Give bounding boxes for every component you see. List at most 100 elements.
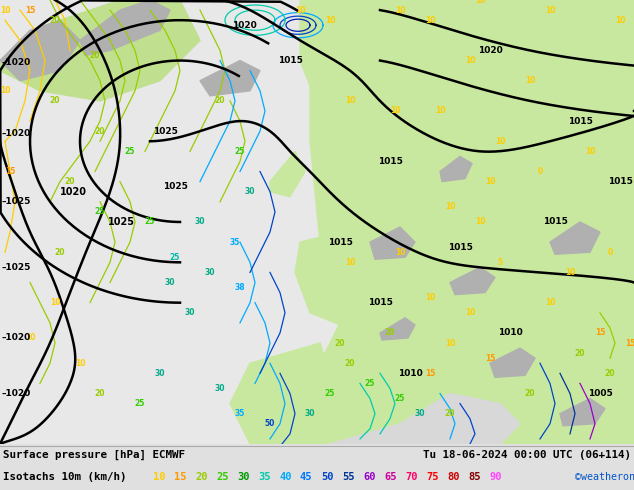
Text: 25: 25 [395, 394, 405, 403]
Text: 5: 5 [498, 258, 503, 267]
Text: 1025: 1025 [108, 217, 135, 227]
Text: 38: 38 [235, 283, 245, 292]
Text: –1020: –1020 [2, 389, 31, 398]
Text: 30: 30 [237, 472, 250, 482]
Text: 10: 10 [485, 177, 495, 186]
Text: 20: 20 [215, 97, 225, 105]
Text: 40: 40 [279, 472, 292, 482]
Polygon shape [0, 0, 200, 101]
Text: 50: 50 [265, 419, 275, 428]
Text: 25: 25 [235, 147, 245, 156]
Text: 20: 20 [55, 248, 65, 257]
Text: 20: 20 [94, 389, 105, 398]
Text: 0: 0 [607, 248, 612, 257]
Text: 25: 25 [216, 472, 228, 482]
Text: 15: 15 [5, 167, 15, 176]
Text: 20: 20 [335, 339, 346, 347]
Text: 1015: 1015 [278, 56, 302, 65]
Polygon shape [200, 61, 260, 96]
Polygon shape [295, 222, 420, 333]
Text: 10: 10 [615, 16, 625, 24]
Text: 10: 10 [495, 137, 505, 146]
Text: 10: 10 [0, 5, 10, 15]
Polygon shape [80, 0, 170, 55]
Text: 10: 10 [0, 86, 10, 96]
Text: 20: 20 [444, 409, 455, 418]
Text: 30: 30 [155, 369, 165, 378]
Text: 20: 20 [195, 472, 207, 482]
Text: 35: 35 [230, 238, 240, 246]
Text: –1020: –1020 [2, 334, 31, 343]
Text: 10: 10 [565, 268, 575, 277]
Text: 20: 20 [49, 16, 60, 24]
Text: –1025: –1025 [2, 263, 31, 272]
Text: 10: 10 [475, 0, 485, 4]
Text: 30: 30 [305, 409, 315, 418]
Text: 10: 10 [345, 258, 355, 267]
Text: 50: 50 [321, 472, 333, 482]
Text: ©weatheronline.co.uk: ©weatheronline.co.uk [575, 472, 634, 482]
Text: 25: 25 [95, 207, 105, 217]
Text: 25: 25 [325, 389, 335, 398]
Polygon shape [450, 268, 495, 294]
Text: 55: 55 [342, 472, 354, 482]
Text: 25: 25 [145, 218, 155, 226]
Text: 85: 85 [468, 472, 481, 482]
Text: 10: 10 [390, 106, 400, 116]
Text: 30: 30 [245, 187, 256, 196]
Text: 35: 35 [258, 472, 271, 482]
Text: 10: 10 [49, 298, 60, 307]
Text: 10: 10 [465, 308, 476, 318]
Text: 30: 30 [165, 278, 175, 287]
Text: 80: 80 [447, 472, 460, 482]
Text: 20: 20 [94, 126, 105, 136]
Text: 1010: 1010 [398, 369, 422, 378]
Text: –1020: –1020 [2, 58, 31, 67]
Text: 25: 25 [365, 379, 375, 388]
Text: 20: 20 [345, 359, 355, 368]
Text: 20: 20 [90, 51, 100, 60]
Polygon shape [310, 0, 634, 444]
Polygon shape [440, 156, 472, 182]
Text: 1015: 1015 [368, 298, 392, 307]
Text: 0: 0 [538, 167, 543, 176]
Polygon shape [270, 151, 305, 197]
Text: 65: 65 [384, 472, 396, 482]
Text: –1020: –1020 [2, 129, 31, 138]
Text: 30: 30 [205, 268, 216, 277]
Polygon shape [230, 343, 340, 444]
Text: 10: 10 [295, 5, 305, 15]
Polygon shape [300, 0, 420, 141]
Text: 25: 25 [135, 399, 145, 408]
Text: 30: 30 [415, 409, 425, 418]
Text: 10: 10 [425, 16, 436, 24]
Text: 1025: 1025 [153, 126, 178, 136]
Text: 60: 60 [363, 472, 375, 482]
Text: 1015: 1015 [378, 157, 403, 166]
Text: Isotachs 10m (km/h): Isotachs 10m (km/h) [3, 472, 133, 482]
Text: 10: 10 [585, 147, 595, 156]
Text: 10: 10 [444, 339, 455, 347]
Polygon shape [560, 398, 605, 426]
Text: 15: 15 [174, 472, 186, 482]
Text: 90: 90 [489, 472, 501, 482]
Text: 20: 20 [575, 348, 585, 358]
Text: 10: 10 [435, 106, 445, 116]
Text: 10: 10 [345, 97, 355, 105]
Text: Tu 18-06-2024 00:00 UTC (06+114): Tu 18-06-2024 00:00 UTC (06+114) [423, 450, 631, 460]
Text: Surface pressure [hPa] ECMWF: Surface pressure [hPa] ECMWF [3, 450, 185, 460]
Text: 15: 15 [25, 5, 36, 15]
Text: 45: 45 [300, 472, 313, 482]
Text: 1015: 1015 [607, 177, 633, 186]
Text: 35: 35 [235, 409, 245, 418]
Text: 20: 20 [385, 328, 395, 338]
Text: 75: 75 [426, 472, 439, 482]
Text: 70: 70 [405, 472, 418, 482]
Text: 1020: 1020 [477, 46, 502, 55]
Text: 10: 10 [395, 5, 405, 15]
Text: 1020: 1020 [60, 187, 87, 196]
Text: 1025: 1025 [162, 182, 188, 191]
Text: 1020: 1020 [231, 21, 256, 30]
Polygon shape [490, 348, 535, 377]
Text: 10: 10 [545, 5, 555, 15]
